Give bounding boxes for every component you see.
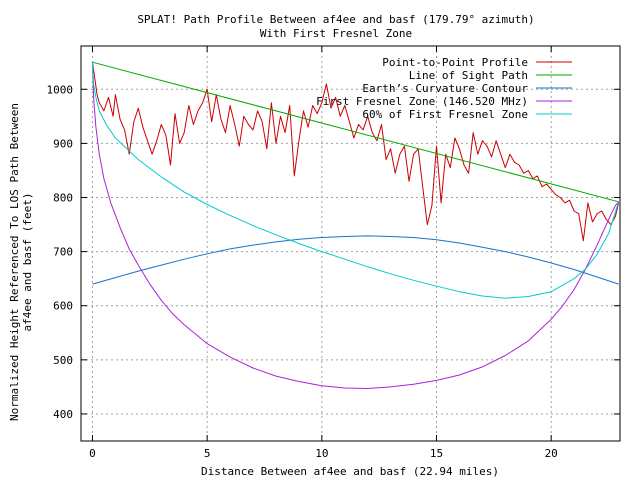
y-tick-label: 400 bbox=[53, 408, 73, 421]
legend-label-4: First Fresnel Zone (146.520 MHz) bbox=[316, 95, 528, 108]
series-line-1 bbox=[92, 62, 620, 242]
x-tick-label: 20 bbox=[545, 447, 558, 460]
legend-label-1: Point-to-Point Profile bbox=[382, 56, 528, 69]
x-tick-label: 15 bbox=[430, 447, 443, 460]
series-line-4 bbox=[92, 62, 619, 389]
x-axis-label: Distance Between af4ee and basf (22.94 m… bbox=[201, 465, 499, 478]
y-axis-label-line-1: Normalized Height Referenced To LOS Path… bbox=[8, 103, 21, 421]
legend-label-2: Line of Sight Path bbox=[409, 69, 528, 82]
chart-title-line-2: With First Fresnel Zone bbox=[260, 27, 412, 40]
series-line-5 bbox=[92, 62, 620, 299]
plot-frame bbox=[80, 45, 621, 442]
x-tick-label: 0 bbox=[89, 447, 96, 460]
y-tick-label: 500 bbox=[53, 354, 73, 367]
y-axis-label-line-2: af4ee and basf (feet) bbox=[21, 192, 34, 331]
chart-title-line-1: SPLAT! Path Profile Between af4ee and ba… bbox=[137, 13, 534, 26]
y-tick-label: 600 bbox=[53, 300, 73, 313]
legend-label-3: Earth’s Curvature Contour bbox=[362, 82, 528, 95]
y-tick-label: 1000 bbox=[47, 83, 74, 96]
series-line-2 bbox=[92, 61, 619, 203]
x-tick-label: 5 bbox=[204, 447, 211, 460]
series-lines bbox=[92, 61, 620, 389]
y-tick-label: 700 bbox=[53, 246, 73, 259]
y-tick-label: 900 bbox=[53, 137, 73, 150]
x-tick-label: 10 bbox=[315, 447, 328, 460]
y-tick-label: 800 bbox=[53, 192, 73, 205]
axis-ticks: 0 5 10 15 20 400 500 600 700 800 900 1000 bbox=[47, 46, 620, 460]
grid bbox=[81, 46, 620, 441]
legend-label-5: 60% of First Fresnel Zone bbox=[362, 108, 528, 121]
series-line-3 bbox=[92, 235, 619, 285]
